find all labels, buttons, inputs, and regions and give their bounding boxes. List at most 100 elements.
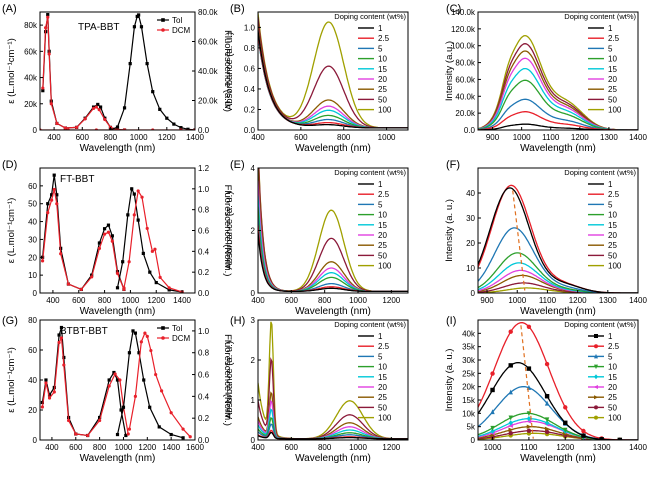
y2-tick-label: 40.0k: [198, 67, 219, 76]
y-axis-label: Intensity (a. u.): [444, 199, 455, 262]
x-tick-label: 1000: [349, 296, 367, 305]
data-point-marker: [167, 288, 171, 292]
y-tick-label: 4: [251, 164, 256, 173]
y-tick-label: 80.0k: [455, 59, 476, 68]
y2-tick-label: 1.2: [198, 164, 210, 173]
data-point-marker: [508, 431, 513, 436]
data-point-marker: [40, 405, 44, 409]
data-point-marker: [137, 13, 141, 17]
doping-legend-label: 15: [608, 221, 617, 230]
data-point-marker: [49, 102, 53, 106]
data-point-marker: [124, 433, 128, 438]
y-tick-label: 40k: [462, 329, 476, 338]
y-tick-label: 25k: [462, 369, 476, 378]
data-point-marker: [157, 425, 161, 429]
doping-legend-title: Doping content (wt%): [334, 168, 406, 177]
data-point-marker: [52, 187, 56, 192]
y2-axis-label: Fluorescence (Norm.): [222, 334, 233, 426]
series-line: [42, 189, 125, 291]
data-point-marker: [181, 427, 185, 431]
y-tick-label: 60: [28, 346, 37, 355]
y-tick-label: 0.0: [464, 126, 476, 135]
y-axis-label: Intensity (a. u.): [444, 349, 455, 412]
y-tick-label: 30k: [462, 356, 476, 365]
data-point-marker: [98, 105, 103, 109]
x-tick-label: 400: [251, 443, 265, 452]
doping-series-line: [478, 287, 638, 293]
data-point-marker: [594, 405, 598, 410]
x-tick-label: 1200: [382, 443, 400, 452]
data-point-marker: [594, 334, 598, 338]
data-point-marker: [563, 427, 568, 433]
doping-legend-label: 2.5: [378, 190, 390, 199]
data-point-marker: [41, 89, 45, 93]
y-tick-label: 60k: [24, 47, 38, 56]
data-point-marker: [79, 287, 83, 292]
y-tick-label: 60: [28, 182, 37, 191]
plot-area: [258, 168, 408, 293]
x-axis-label: Wavelength (nm): [80, 453, 156, 464]
x-tick-label: 1000: [378, 133, 396, 142]
doping-legend-label: 15: [378, 373, 387, 382]
data-point-marker: [188, 435, 192, 439]
y-axis-label: Absorbance (a. u.): [224, 341, 235, 419]
data-point-marker: [508, 415, 513, 421]
x-tick-label: 400: [47, 133, 61, 142]
y-tick-label: 40: [466, 189, 475, 198]
data-point-marker: [97, 108, 101, 112]
y-tick-label: 40.0k: [455, 92, 476, 101]
data-point-marker: [57, 333, 61, 337]
doping-legend-title: Doping content (wt%): [564, 12, 636, 21]
doping-legend-label: 20: [378, 383, 387, 392]
data-point-marker: [132, 192, 136, 196]
data-point-marker: [132, 25, 137, 29]
doping-legend-label: 15: [608, 65, 617, 74]
doping-legend-label: 10: [608, 55, 617, 64]
data-point-marker: [508, 389, 513, 395]
y2-tick-label: 0.8: [198, 349, 210, 358]
data-point-marker: [594, 353, 598, 359]
data-point-marker: [145, 226, 149, 231]
series-line: [41, 327, 127, 437]
data-point-marker: [47, 52, 51, 56]
x-tick-label: 1100: [539, 296, 557, 305]
data-point-marker: [617, 437, 623, 440]
data-point-marker: [122, 106, 127, 110]
x-tick-label: 1400: [162, 443, 180, 452]
x-tick-label: 1200: [569, 296, 587, 305]
data-point-marker: [62, 355, 66, 360]
data-point-marker: [50, 193, 54, 197]
doping-legend-label: 100: [378, 106, 392, 115]
plot-area: [40, 173, 184, 293]
panel-label: (E): [230, 159, 245, 171]
data-point-marker: [121, 260, 125, 264]
data-point-marker: [594, 344, 598, 349]
data-point-marker: [102, 232, 107, 236]
plot-frame: [257, 319, 409, 441]
data-point-marker: [526, 324, 532, 329]
data-point-marker: [594, 415, 598, 420]
data-point-marker: [594, 364, 598, 370]
data-point-marker: [181, 436, 185, 440]
plot-frame: [477, 167, 639, 294]
y2-tick-label: 0.0: [198, 126, 210, 135]
data-point-marker: [46, 211, 50, 215]
legend-label: Tol: [172, 324, 182, 333]
x-tick-label: 600: [69, 443, 83, 452]
data-point-marker: [148, 405, 152, 409]
y-tick-label: 35k: [462, 343, 476, 352]
y2-tick-label: 0.4: [198, 247, 210, 256]
x-tick-label: 800: [318, 296, 332, 305]
x-tick-label: 1200: [556, 443, 574, 452]
doping-legend-label: 25: [608, 241, 617, 250]
doping-legend-label: 2.5: [378, 34, 390, 43]
doping-legend-title: Doping content (wt%): [334, 12, 406, 21]
data-point-marker: [47, 396, 52, 400]
panel-label: (D): [2, 159, 17, 171]
doping-legend-title: Doping content (wt%): [334, 320, 406, 329]
data-point-marker: [526, 366, 532, 371]
x-tick-label: 600: [285, 296, 299, 305]
x-tick-label: 1400: [629, 133, 647, 142]
data-point-marker: [59, 325, 64, 330]
data-point-marker: [563, 420, 568, 425]
